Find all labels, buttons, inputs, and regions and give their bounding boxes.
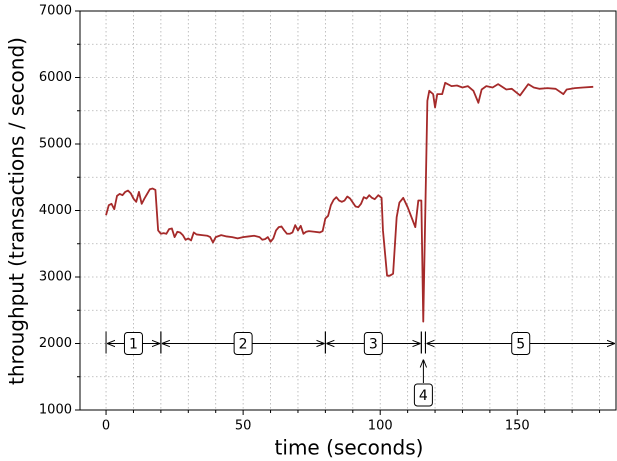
x-tick-label: 0 (102, 419, 110, 434)
phase-label-box (233, 332, 253, 355)
y-tick-label: 4000 (39, 203, 72, 218)
y-tick-label: 5000 (39, 137, 72, 152)
phase: 4 (413, 331, 433, 407)
y-tick-label: 1000 (39, 403, 72, 418)
phase-label: 2 (239, 337, 248, 353)
y-tick-label: 6000 (39, 70, 72, 85)
phase-label-box (413, 383, 433, 407)
phase: 3 (324, 331, 422, 355)
x-axis-label: time (seconds) (275, 436, 424, 460)
x-tick-label: 100 (368, 419, 393, 434)
y-axis-label: throughput (transactions / second) (5, 37, 29, 385)
phase-label-box (123, 332, 143, 355)
phase: 1 (105, 331, 162, 355)
throughput-line (105, 81, 594, 323)
x-tick-label: 50 (235, 419, 252, 434)
y-tick-label: 2000 (39, 336, 72, 351)
phase: 2 (160, 331, 326, 355)
phase-label: 1 (129, 337, 138, 353)
y-tick-label: 7000 (39, 4, 72, 19)
phase-label-box (511, 332, 531, 355)
phase-label: 5 (516, 337, 525, 353)
plot-frame (79, 10, 617, 411)
phase-label-box (363, 332, 383, 355)
phase: 5 (424, 331, 615, 355)
y-tick-label: 3000 (39, 270, 72, 285)
phase-label: 3 (369, 337, 378, 353)
phase-label: 4 (419, 388, 428, 404)
x-tick-label: 150 (505, 419, 530, 434)
